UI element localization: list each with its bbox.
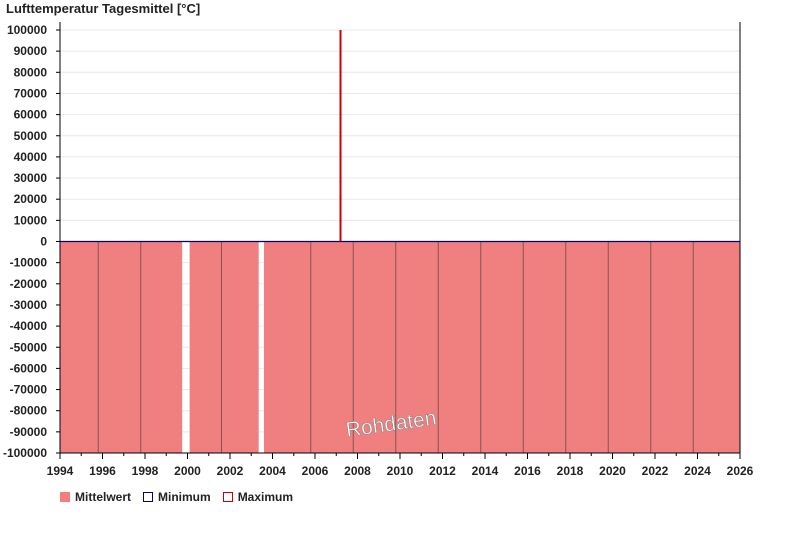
x-tick-label: 2008 xyxy=(344,464,371,478)
x-tick-label: 2020 xyxy=(599,464,626,478)
x-tick-label: 2004 xyxy=(259,464,286,478)
y-tick-label: -100000 xyxy=(3,446,47,460)
y-tick-label: 90000 xyxy=(14,44,48,58)
y-tick-label: -90000 xyxy=(10,425,48,439)
y-tick-label: 100000 xyxy=(7,23,47,37)
y-tick-label: 80000 xyxy=(14,65,48,79)
y-tick-label: -20000 xyxy=(10,277,48,291)
legend-label-maximum: Maximum xyxy=(237,490,294,504)
mittelwert-bar xyxy=(264,241,740,453)
x-tick-label: 2024 xyxy=(684,464,711,478)
y-tick-label: 60000 xyxy=(14,108,48,122)
y-tick-label: 10000 xyxy=(14,213,48,227)
legend: Mittelwert Minimum Maximum xyxy=(60,490,305,504)
mittelwert-bar xyxy=(60,241,183,453)
x-tick-label: 2022 xyxy=(642,464,669,478)
x-tick-label: 1994 xyxy=(47,464,74,478)
y-tick-label: 30000 xyxy=(14,171,48,185)
x-tick-label: 2018 xyxy=(557,464,584,478)
legend-item-maximum[interactable]: Maximum xyxy=(222,490,294,504)
x-tick-label: 2026 xyxy=(727,464,754,478)
axis-layer xyxy=(56,22,741,459)
x-tick-label: 1998 xyxy=(132,464,159,478)
legend-swatch-maximum xyxy=(222,492,233,502)
legend-label-mittelwert: Mittelwert xyxy=(75,490,132,504)
y-tick-label: 50000 xyxy=(14,129,48,143)
legend-label-minimum: Minimum xyxy=(158,490,211,504)
x-tick-label: 2010 xyxy=(387,464,414,478)
y-tick-label: -60000 xyxy=(10,361,48,375)
y-tick-label: -50000 xyxy=(10,340,48,354)
legend-item-minimum[interactable]: Minimum xyxy=(143,490,211,504)
y-tick-label: -10000 xyxy=(10,256,48,270)
y-tick-label: 40000 xyxy=(14,150,48,164)
y-tick-label: 0 xyxy=(40,235,47,249)
x-tick-label: 2012 xyxy=(429,464,456,478)
y-tick-label: -80000 xyxy=(10,404,48,418)
x-tick-label: 2016 xyxy=(514,464,541,478)
mittelwert-bar xyxy=(189,241,259,453)
y-tick-label: -40000 xyxy=(10,319,48,333)
legend-item-mittelwert[interactable]: Mittelwert xyxy=(60,490,131,504)
legend-swatch-mittelwert xyxy=(60,492,70,502)
y-tick-label: -30000 xyxy=(10,298,48,312)
x-tick-label: 2002 xyxy=(217,464,244,478)
x-tick-label: 2006 xyxy=(302,464,329,478)
x-tick-label: 1996 xyxy=(89,464,116,478)
bar-layer xyxy=(60,241,740,453)
y-tick-label: -70000 xyxy=(10,383,48,397)
legend-swatch-minimum xyxy=(143,492,154,502)
y-tick-label: 70000 xyxy=(14,86,48,100)
x-tick-label: 2014 xyxy=(472,464,499,478)
y-tick-label: 20000 xyxy=(14,192,48,206)
label-layer: 1000009000080000700006000050000400003000… xyxy=(3,23,754,478)
chart-title: Lufttemperatur Tagesmittel [°C] xyxy=(6,1,201,16)
x-tick-label: 2000 xyxy=(174,464,201,478)
divider-layer xyxy=(60,240,740,453)
